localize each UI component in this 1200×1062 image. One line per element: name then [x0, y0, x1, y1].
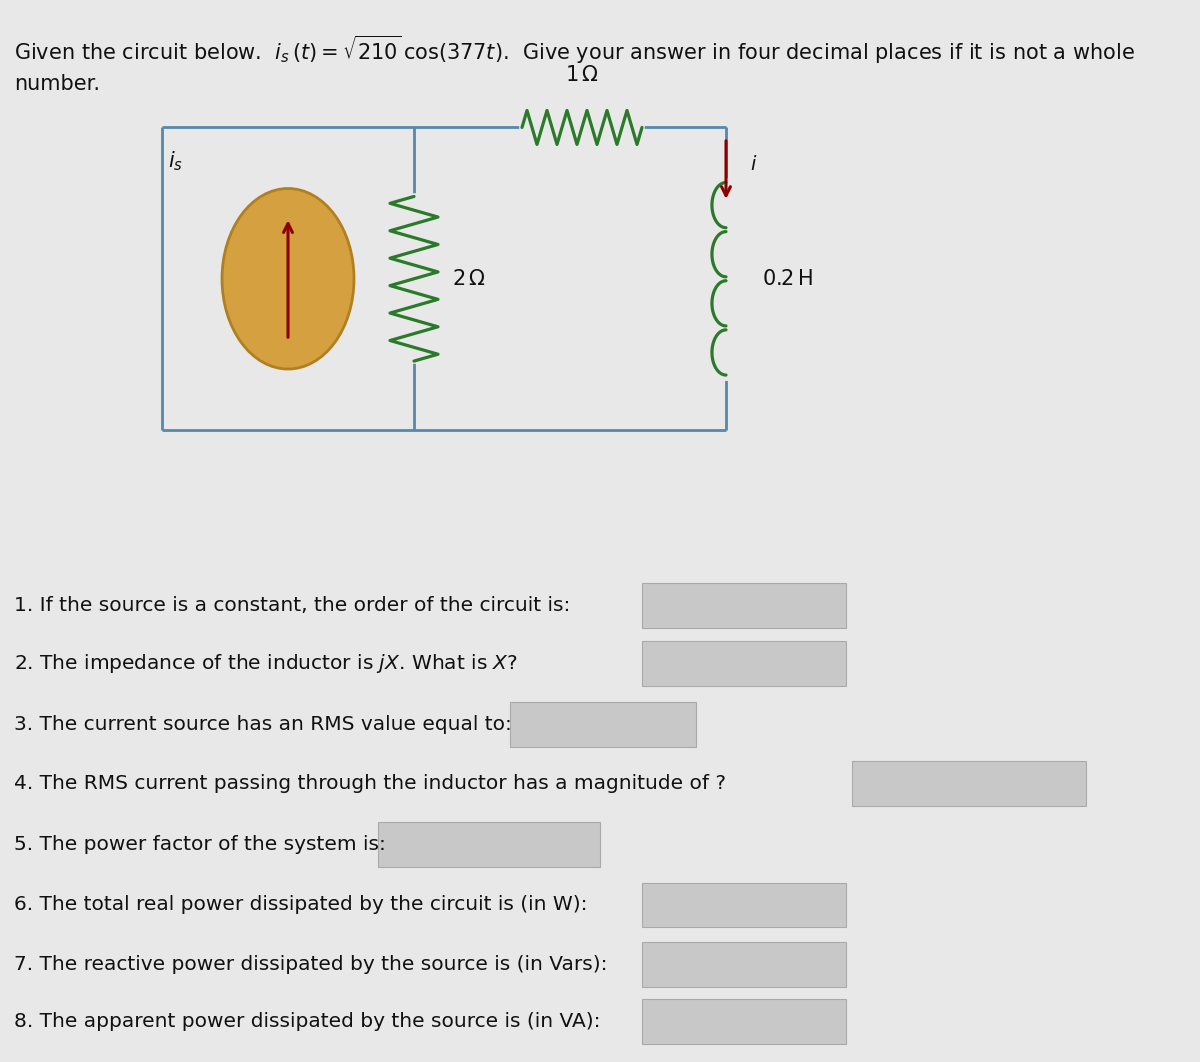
Text: 4. The RMS current passing through the inductor has a magnitude of ?: 4. The RMS current passing through the i… [14, 774, 726, 793]
FancyBboxPatch shape [642, 999, 846, 1044]
Text: 7. The reactive power dissipated by the source is (in Vars):: 7. The reactive power dissipated by the … [14, 955, 608, 974]
Text: 3. The current source has an RMS value equal to:: 3. The current source has an RMS value e… [14, 715, 512, 734]
Text: $1\,\Omega$: $1\,\Omega$ [565, 65, 599, 85]
FancyBboxPatch shape [852, 761, 1086, 806]
Text: 1. If the source is a constant, the order of the circuit is:: 1. If the source is a constant, the orde… [14, 596, 571, 615]
FancyBboxPatch shape [642, 883, 846, 927]
Text: 8. The apparent power dissipated by the source is (in VA):: 8. The apparent power dissipated by the … [14, 1012, 601, 1031]
Text: Given the circuit below.  $i_s\,(t) = \sqrt{210}\,\cos(377t)$.  Give your answer: Given the circuit below. $i_s\,(t) = \sq… [14, 34, 1135, 66]
Ellipse shape [222, 189, 354, 370]
FancyBboxPatch shape [642, 583, 846, 628]
Text: $i$: $i$ [750, 155, 757, 174]
FancyBboxPatch shape [642, 942, 846, 987]
Text: 6. The total real power dissipated by the circuit is (in W):: 6. The total real power dissipated by th… [14, 895, 588, 914]
FancyBboxPatch shape [642, 641, 846, 686]
Text: $i_s$: $i_s$ [168, 149, 184, 172]
Text: 5. The power factor of the system is:: 5. The power factor of the system is: [14, 835, 386, 854]
FancyBboxPatch shape [510, 702, 696, 747]
Text: $2\,\Omega$: $2\,\Omega$ [452, 269, 486, 289]
FancyBboxPatch shape [378, 822, 600, 867]
Text: number.: number. [14, 74, 101, 95]
Text: $0.2\,\mathrm{H}$: $0.2\,\mathrm{H}$ [762, 269, 814, 289]
Text: 2. The impedance of the inductor is $jX$. What is $X$?: 2. The impedance of the inductor is $jX$… [14, 652, 518, 675]
